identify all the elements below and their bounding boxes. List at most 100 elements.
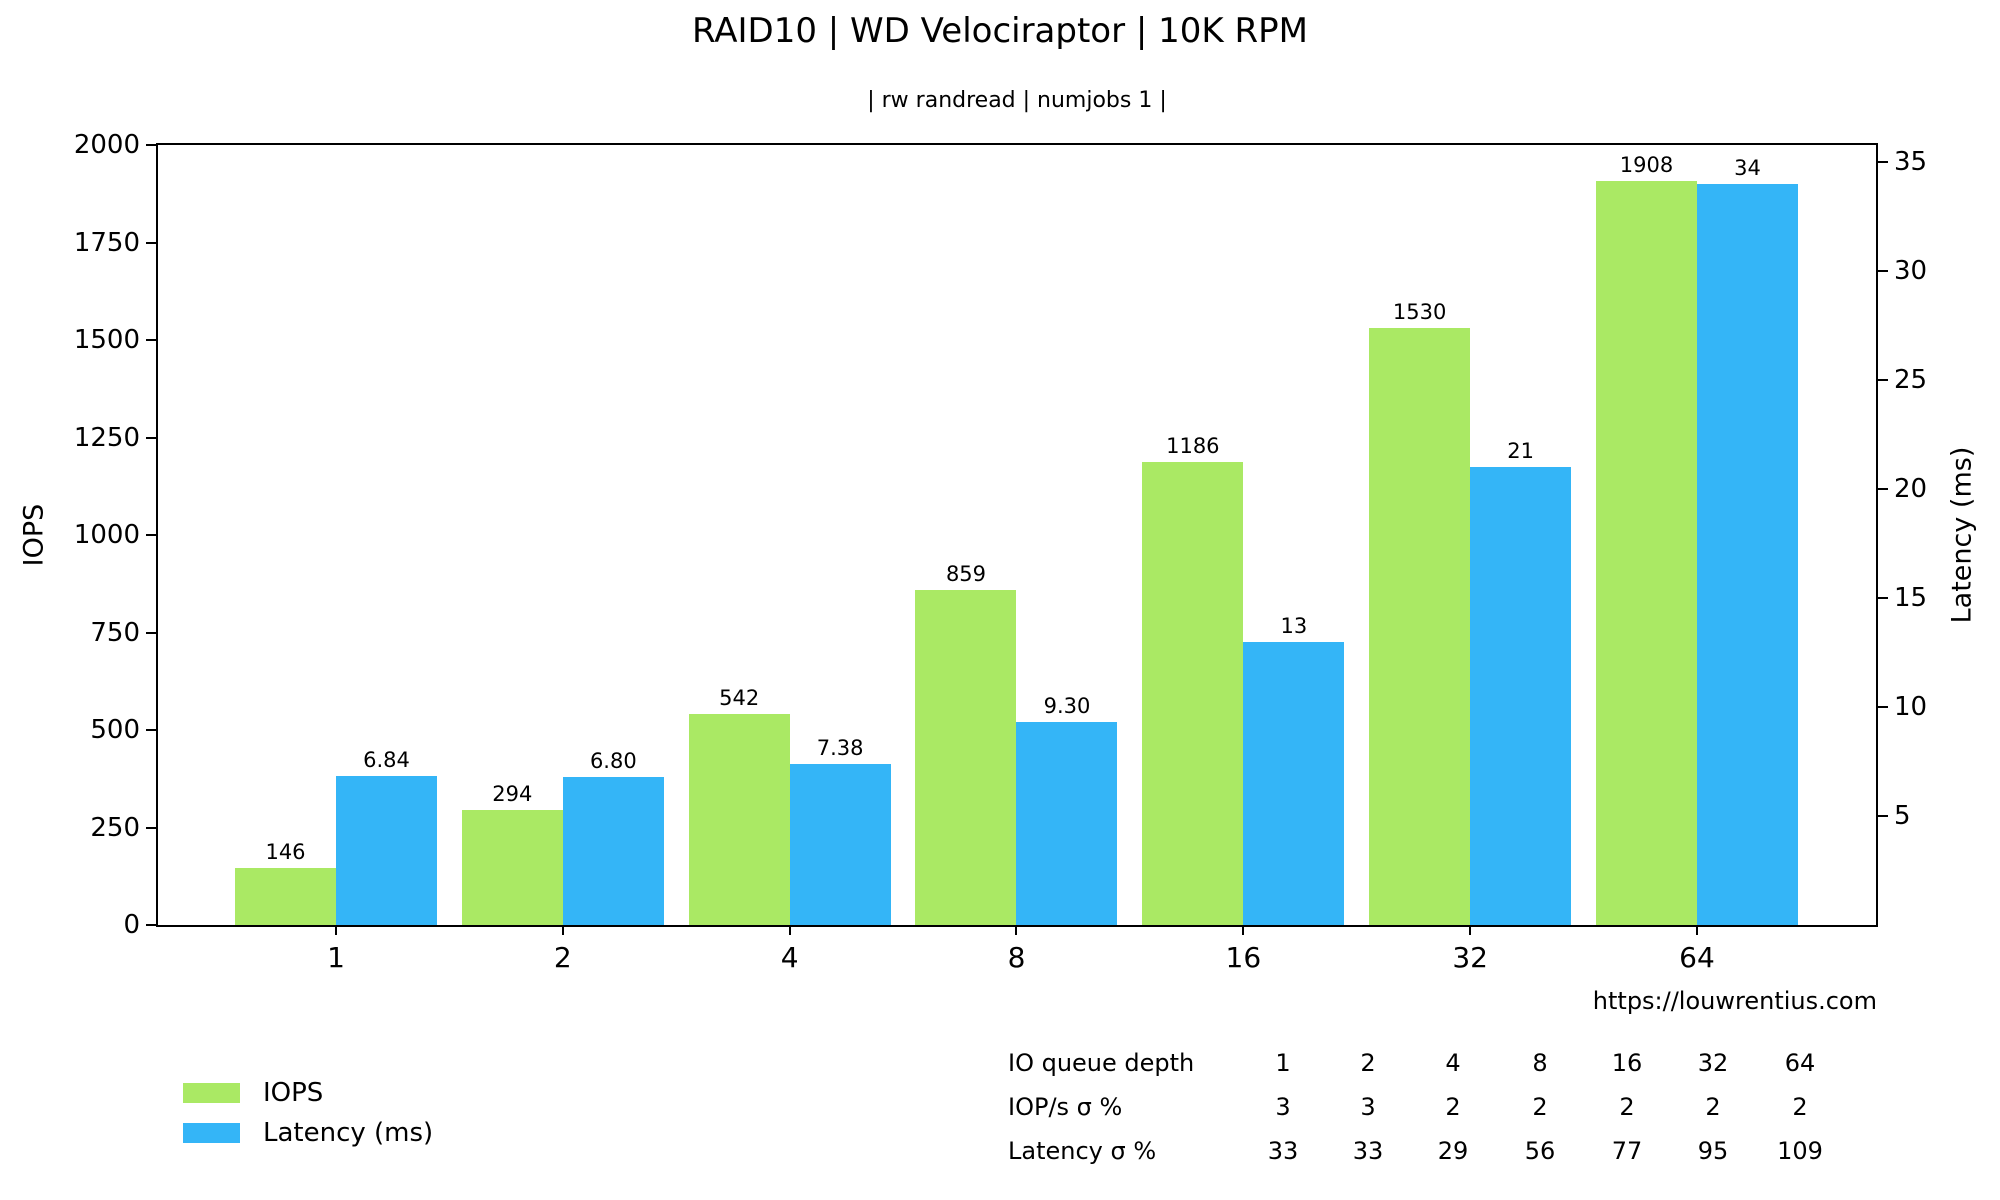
- table-cell: 16: [1611, 1049, 1643, 1077]
- y-axis-left-tick-label: 1500: [73, 325, 140, 355]
- latency-bar-value-label: 21: [1507, 439, 1535, 464]
- y-axis-right-tick: [1878, 379, 1888, 382]
- x-axis-tick: [1469, 925, 1472, 935]
- table-cell: 3: [1360, 1093, 1376, 1121]
- table-cell: 4: [1445, 1049, 1461, 1077]
- y-axis-left-tick-label: 1750: [73, 227, 140, 258]
- y-axis-right-tick-label: 20: [1894, 474, 1928, 505]
- iops-bar: [461, 810, 563, 925]
- table-cell: 33: [1352, 1137, 1384, 1165]
- y-axis-right-tick-label: 5: [1894, 801, 1911, 832]
- watermark-url: https://louwrentius.com: [1592, 987, 1877, 1015]
- y-axis-left-tick-label: 1250: [73, 422, 140, 453]
- y-axis-left-tick-label: 250: [90, 812, 140, 843]
- top-spine: [156, 143, 1878, 145]
- iops-bar: [1595, 180, 1697, 925]
- latency-bar-value-label: 13: [1280, 613, 1308, 638]
- x-axis-tick: [1695, 925, 1698, 935]
- iops-bar-value-label: 1530: [1392, 300, 1447, 325]
- x-axis-tick: [1015, 925, 1018, 935]
- iops-bar-value-label: 294: [492, 782, 533, 807]
- x-axis-tick: [1242, 925, 1245, 935]
- y-axis-left-tick: [146, 631, 156, 634]
- y-axis-right-tick: [1878, 161, 1888, 164]
- x-axis-tick-label: 16: [1225, 941, 1262, 974]
- x-axis-tick-label: 2: [553, 941, 572, 974]
- iops-bar: [1369, 328, 1471, 925]
- y-axis-right-tick: [1878, 270, 1888, 273]
- table-cell: 2: [1360, 1049, 1376, 1077]
- latency-bar: [1696, 184, 1798, 925]
- latency-bar-value-label: 9.30: [1043, 694, 1091, 719]
- iops-bar: [915, 590, 1017, 925]
- y-axis-left-tick: [146, 729, 156, 731]
- table-cell: 1: [1275, 1049, 1291, 1077]
- x-axis-tick-label: 8: [1007, 941, 1026, 974]
- table-row-label: IOP/s σ %: [1008, 1093, 1123, 1121]
- table-cell: 109: [1777, 1137, 1823, 1165]
- table-cell: 3: [1275, 1093, 1291, 1121]
- iops-bar-value-label: 146: [265, 840, 306, 865]
- y-axis-right-tick: [1878, 706, 1888, 709]
- left-spine: [156, 145, 158, 925]
- latency-bar: [1243, 641, 1345, 925]
- y-axis-left-tick: [146, 924, 156, 926]
- x-axis-tick-label: 64: [1679, 941, 1715, 974]
- iops-bar-value-label: 542: [719, 685, 760, 710]
- y-axis-right-tick: [1878, 815, 1888, 818]
- latency-bar: [336, 775, 437, 925]
- x-axis-tick: [561, 925, 564, 935]
- y-axis-right-tick-label: 10: [1894, 692, 1928, 723]
- table-cell: 2: [1619, 1093, 1635, 1121]
- y-axis-right-label: Latency (ms): [1946, 446, 1978, 624]
- x-axis-tick-label: 1: [327, 941, 345, 974]
- legend-label-iops: IOPS: [263, 1078, 324, 1108]
- y-axis-left-tick-label: 500: [90, 715, 140, 745]
- y-axis-left-tick-label: 0: [123, 910, 140, 940]
- y-axis-left-tick: [146, 144, 156, 146]
- x-axis-tick: [788, 925, 791, 935]
- table-cell: 56: [1524, 1137, 1556, 1165]
- table-cell: 2: [1792, 1093, 1808, 1121]
- table-cell: 32: [1697, 1049, 1729, 1077]
- y-axis-right-tick-label: 35: [1894, 147, 1928, 178]
- iops-bar: [1142, 462, 1244, 925]
- x-axis-tick-label: 4: [780, 941, 799, 974]
- latency-bar: [1470, 467, 1572, 925]
- x-axis-tick-label: 32: [1452, 941, 1488, 974]
- table-cell: 64: [1784, 1049, 1816, 1077]
- y-axis-right-tick: [1878, 597, 1888, 600]
- plot-area: 146 294 542 859 1186 1530 1908 6.84 6.80 7.38 9.30…: [158, 145, 1876, 925]
- legend-swatch-latency: [183, 1123, 240, 1143]
- iops-bar: [688, 713, 790, 925]
- right-spine: [1876, 145, 1878, 925]
- table-row-label: Latency σ %: [1008, 1137, 1157, 1165]
- y-axis-left-tick-label: 1000: [73, 520, 140, 550]
- y-axis-left-tick: [146, 339, 156, 341]
- y-axis-left-tick: [146, 826, 156, 829]
- latency-bar: [1016, 722, 1118, 925]
- legend-swatch-iops: [183, 1083, 240, 1103]
- table-cell: 95: [1697, 1137, 1729, 1165]
- table-cell: 2: [1532, 1093, 1548, 1121]
- iops-bar: [235, 868, 336, 925]
- page-title: RAID10 | WD Velociraptor | 10K RPM: [692, 11, 1308, 51]
- y-axis-right-tick: [1878, 488, 1888, 491]
- y-axis-right-tick-label: 30: [1894, 256, 1928, 287]
- table-cell: 29: [1437, 1137, 1469, 1165]
- latency-bar-value-label: 7.38: [816, 736, 864, 761]
- iops-bar-value-label: 859: [945, 562, 987, 586]
- latency-bar-value-label: 34: [1734, 156, 1761, 181]
- iops-bar-value-label: 1186: [1166, 434, 1220, 459]
- table-cell: 2: [1705, 1093, 1721, 1121]
- latency-bar: [789, 764, 891, 925]
- y-axis-left-tick-label: 750: [90, 617, 140, 648]
- y-axis-left-tick-label: 2000: [73, 130, 140, 160]
- table-cell: 8: [1532, 1049, 1548, 1077]
- table-cell: 33: [1267, 1137, 1299, 1165]
- table-cell: 2: [1445, 1093, 1461, 1121]
- y-axis-left-tick: [146, 436, 156, 439]
- y-axis-right-tick-label: 25: [1894, 365, 1928, 396]
- latency-bar-value-label: 6.80: [589, 748, 637, 773]
